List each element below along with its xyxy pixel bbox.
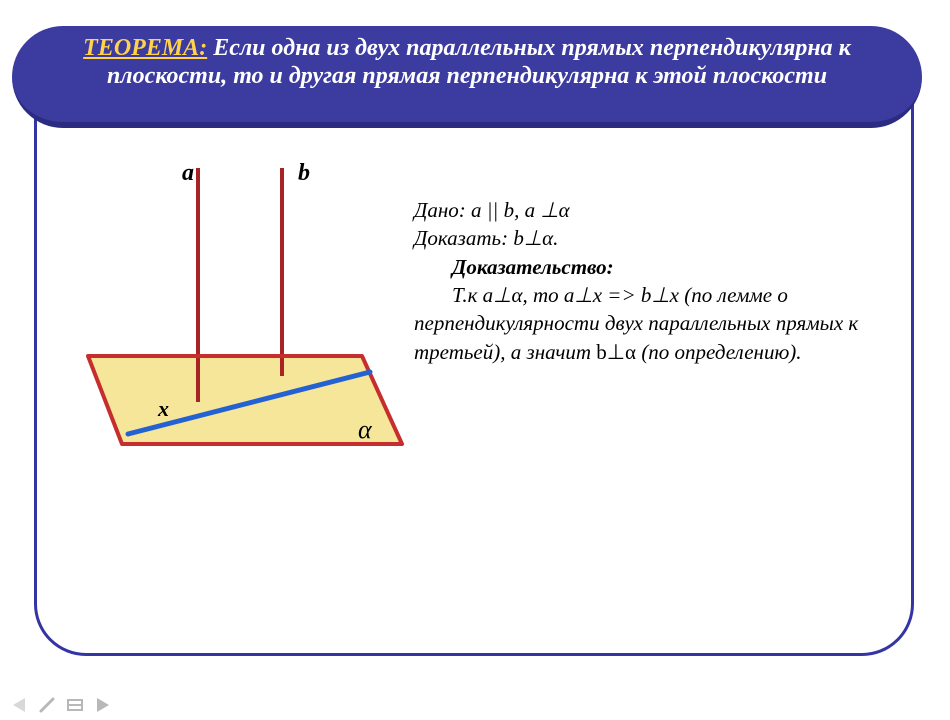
label-alpha: α — [358, 415, 373, 444]
proof-text-block: Дано: a || b, a ⊥α Доказать: b⊥α. Доказа… — [414, 196, 920, 366]
proof-body-concl: b⊥α — [596, 340, 636, 364]
proof-title: Доказательство: — [452, 253, 920, 281]
label-a: a — [182, 160, 194, 186]
prove-line: Доказать: b⊥α. — [414, 224, 920, 252]
proof-body: Т.к a⊥α, то a⊥x => b⊥x (по лемме о перпе… — [414, 281, 920, 366]
theorem-label: ТЕОРЕМА: — [83, 35, 207, 61]
label-b: b — [298, 160, 310, 186]
given-text: a || b, a ⊥α — [466, 198, 570, 222]
given-label: Дано: — [414, 198, 466, 222]
prove-text: b⊥α. — [508, 226, 558, 250]
menu-icon[interactable] — [66, 696, 84, 714]
theorem-text: Если одна из двух параллельных прямых пе… — [107, 35, 851, 89]
prev-slide-icon[interactable] — [10, 696, 28, 714]
slide-nav — [10, 696, 112, 714]
label-x: x — [157, 396, 169, 421]
prove-label: Доказать: — [414, 226, 508, 250]
theorem-banner: ТЕОРЕМА: Если одна из двух параллельных … — [12, 26, 922, 128]
geometry-diagram: a b x α — [50, 152, 400, 472]
proof-body-suffix: (по определению). — [636, 340, 801, 364]
pen-icon[interactable] — [38, 696, 56, 714]
given-line: Дано: a || b, a ⊥α — [414, 196, 920, 224]
next-slide-icon[interactable] — [94, 696, 112, 714]
